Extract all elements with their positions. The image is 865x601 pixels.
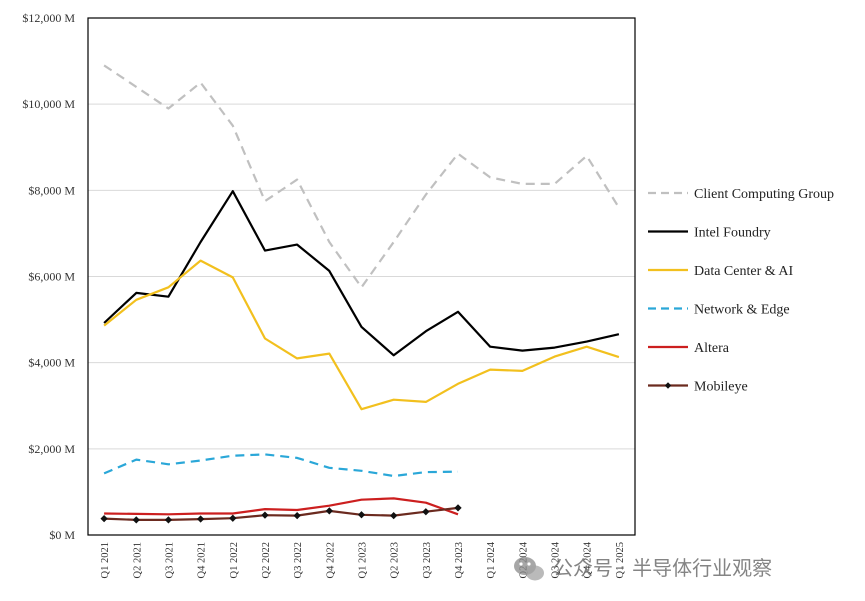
y-tick-label: $8,000 M bbox=[28, 183, 75, 197]
y-tick-label: $12,000 M bbox=[22, 11, 75, 25]
x-tick-label: Q4 2021 bbox=[197, 542, 208, 578]
data-point-marker bbox=[357, 511, 366, 519]
x-tick-label: Q3 2023 bbox=[422, 542, 433, 578]
x-tick-label: Q4 2024 bbox=[583, 541, 594, 578]
data-point-marker bbox=[229, 514, 237, 522]
y-tick-label: $10,000 M bbox=[22, 97, 75, 111]
x-tick-label: Q4 2022 bbox=[325, 542, 336, 578]
legend-label: Altera bbox=[694, 341, 730, 356]
legend-item-intel-foundry: Intel Foundry bbox=[648, 226, 771, 241]
x-tick-label: Q2 2021 bbox=[132, 542, 143, 578]
x-tick-label: Q4 2023 bbox=[454, 542, 465, 578]
y-tick-label: $6,000 M bbox=[28, 270, 75, 284]
series-line-mobileye bbox=[104, 506, 459, 522]
x-tick-label: Q3 2022 bbox=[293, 542, 304, 578]
x-tick-label: Q1 2024 bbox=[486, 541, 497, 578]
series-line-client-computing-group bbox=[103, 64, 620, 289]
x-tick-label: Q3 2021 bbox=[164, 542, 175, 578]
data-point-marker bbox=[261, 511, 269, 519]
legend-item-client-computing-group: Client Computing Group bbox=[648, 187, 834, 202]
x-axis: Q1 2021 Q2 2021 Q3 2021 Q4 2021 Q1 2022 Q2 20… bbox=[100, 541, 626, 578]
x-tick-label: Q2 2022 bbox=[261, 542, 272, 578]
y-axis: $0 M $2,000 M $4,000 M $6,000 M $8,000 M $10,… bbox=[22, 11, 75, 542]
x-tick-label: Q1 2021 bbox=[100, 542, 111, 578]
legend-label: Mobileye bbox=[694, 380, 748, 395]
legend: Client Computing Group Intel Foundry Data … bbox=[648, 187, 834, 395]
x-tick-label: Q1 2022 bbox=[229, 542, 240, 578]
legend-item-network-and-edge: Network & Edge bbox=[648, 303, 790, 318]
data-point-marker bbox=[454, 504, 462, 512]
series-line-intel-foundry bbox=[103, 190, 620, 357]
legend-label: Network & Edge bbox=[694, 303, 790, 318]
wechat-icon bbox=[514, 557, 544, 581]
series-line-network-and-edge bbox=[103, 453, 459, 478]
legend-item-altera: Altera bbox=[648, 341, 730, 356]
legend-item-mobileye: Mobileye bbox=[648, 380, 748, 395]
y-tick-label: $0 M bbox=[49, 528, 75, 542]
data-point-marker bbox=[293, 511, 301, 520]
x-tick-label: Q3 2024 bbox=[551, 541, 562, 578]
y-tick-label: $2,000 M bbox=[28, 442, 75, 456]
x-tick-label: Q1 2025 bbox=[615, 542, 626, 578]
legend-label: Client Computing Group bbox=[694, 187, 834, 202]
data-point-marker bbox=[390, 511, 398, 520]
data-point-marker bbox=[100, 515, 108, 523]
watermark: 公众号 · 半导体行业观察 bbox=[514, 556, 772, 581]
data-point-marker bbox=[422, 508, 430, 516]
legend-label: Intel Foundry bbox=[694, 226, 771, 241]
y-tick-label: $4,000 M bbox=[28, 356, 75, 370]
series-lines bbox=[100, 64, 620, 524]
x-tick-label: Q2 2023 bbox=[390, 542, 401, 578]
data-point-marker bbox=[196, 515, 205, 523]
legend-label: Data Center & AI bbox=[694, 264, 793, 279]
legend-marker bbox=[664, 382, 672, 389]
x-tick-label: Q1 2023 bbox=[358, 542, 369, 578]
watermark-text: 公众号 · 半导体行业观察 bbox=[553, 556, 772, 580]
series-line-data-center-and-ai bbox=[103, 259, 620, 411]
legend-item-data-center-and-ai: Data Center & AI bbox=[648, 264, 793, 279]
series-line-altera bbox=[104, 497, 459, 516]
data-point-marker bbox=[164, 516, 173, 524]
plot-area-border bbox=[87, 17, 636, 536]
data-point-marker bbox=[132, 516, 140, 524]
data-point-marker bbox=[325, 507, 333, 515]
